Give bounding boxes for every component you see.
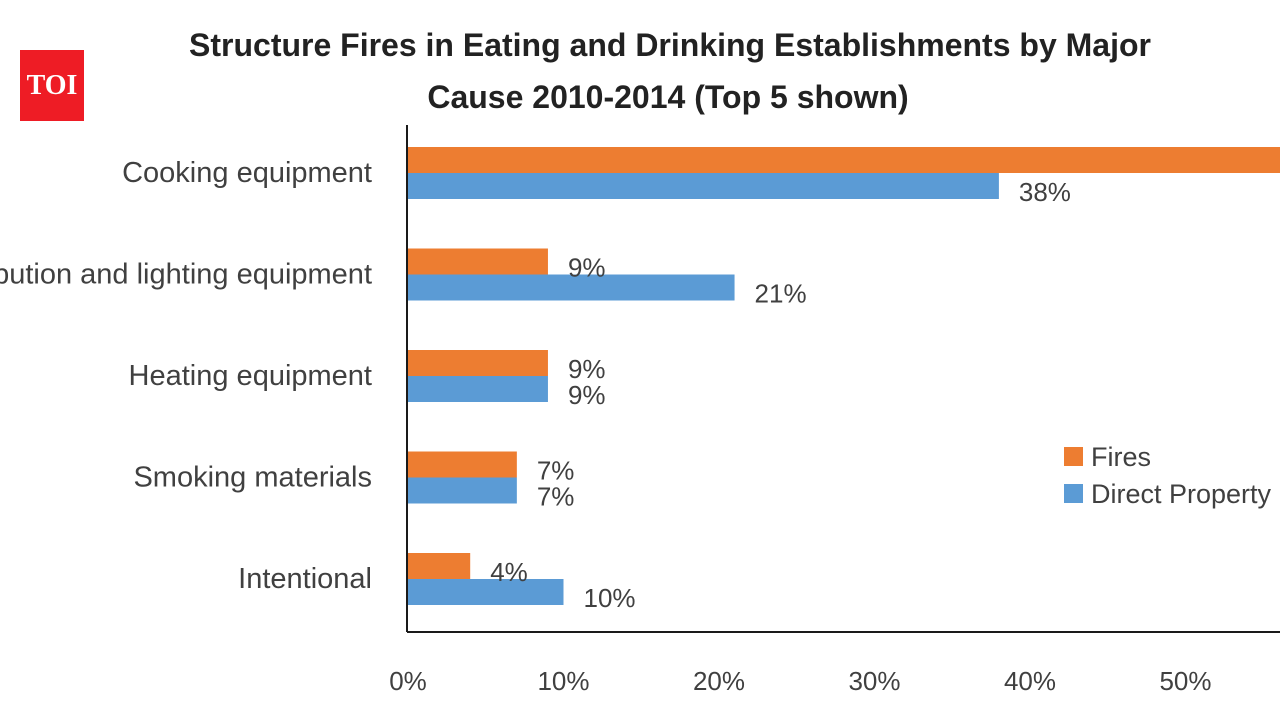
bar-damage-2 [408,376,548,402]
bar-fires-0 [408,147,1280,173]
data-label-damage-2: 9% [568,380,606,410]
category-label-1: Electrical distribution and lighting equ… [0,259,372,291]
data-label-damage-4: 10% [584,583,636,613]
legend-swatch-fires [1064,447,1083,466]
category-label-3: Smoking materials [133,462,372,494]
bar-damage-0 [408,173,999,199]
bars [408,147,1280,605]
data-label-fires-2: 9% [568,354,606,384]
data-label-damage-0: 38% [1019,177,1071,207]
x-tick-label-0: 0% [389,666,427,696]
data-label-damage-3: 7% [537,482,575,512]
category-label-0: Cooking equipment [122,157,372,189]
bar-damage-3 [408,477,517,504]
x-tick-label-3: 30% [848,666,900,696]
bar-fires-4 [408,553,471,579]
x-tick-labels: 0%10%20%30%40%50%60% [389,666,1211,696]
bar-fires-2 [408,350,548,376]
category-label-4: Intentional [238,563,372,595]
legend-swatch-damage [1064,484,1083,503]
bar-damage-1 [408,274,735,301]
chart-title-line-1: Structure Fires in Eating and Drinking E… [189,27,1151,63]
bar-fires-1 [408,248,548,275]
legend-label-fires: Fires [1091,442,1151,472]
data-label-fires-4: 4% [490,557,528,587]
x-tick-label-1: 10% [537,666,589,696]
data-label-damage-1: 21% [755,279,807,309]
x-tick-label-2: 20% [693,666,745,696]
data-label-fires-3: 7% [537,456,575,486]
bar-fires-3 [408,451,517,478]
category-label-2: Heating equipment [129,360,372,392]
x-tick-label-5: 50% [1159,666,1211,696]
legend: Fires Direct Property Damage [1064,442,1280,509]
chart-title-line-2: Cause 2010-2014 (Top 5 shown) [427,79,908,115]
data-label-fires-1: 9% [568,253,606,283]
toi-logo: TOI [20,50,84,121]
chart-title: Structure Fires in Eating and Drinking E… [189,27,1151,115]
x-tick-label-4: 40% [1004,666,1056,696]
axes [406,125,1280,633]
bar-damage-4 [408,579,564,605]
category-labels: Cooking equipment Electrical distribution… [0,157,372,595]
legend-label-damage: Direct Property Damage [1091,479,1280,509]
data-labels: 38%9%21%9%9%7%7%4%10% [490,177,1071,613]
